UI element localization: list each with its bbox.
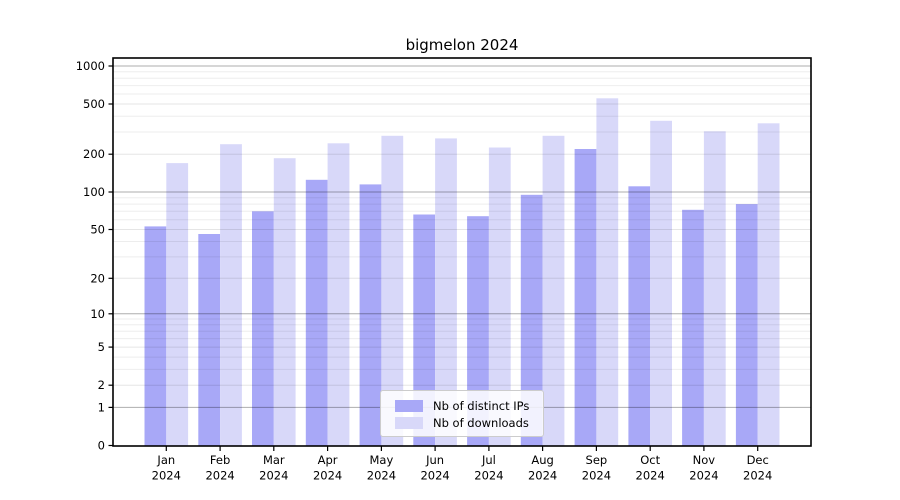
bar-distinct-ips bbox=[735, 204, 758, 446]
plot-border bbox=[112, 57, 812, 447]
x-tick-label-month: Jul bbox=[481, 453, 496, 467]
x-tick-label-month: Oct bbox=[640, 453, 660, 467]
y-tick-label: 5 bbox=[98, 340, 105, 354]
x-tick-label-year: 2024 bbox=[259, 469, 288, 483]
bar-distinct-ips bbox=[413, 214, 436, 446]
x-tick-label-year: 2024 bbox=[474, 469, 503, 483]
x-tick-label-year: 2024 bbox=[313, 469, 342, 483]
legend-label-downloads: Nb of downloads bbox=[433, 415, 529, 430]
bar-downloads bbox=[488, 147, 511, 446]
y-tick-label: 2 bbox=[98, 378, 105, 392]
y-tick-label: 1 bbox=[98, 400, 105, 414]
x-tick-label-year: 2024 bbox=[582, 469, 611, 483]
legend-row-downloads: Nb of downloads bbox=[395, 414, 543, 431]
x-tick-label-year: 2024 bbox=[205, 469, 234, 483]
bar-downloads bbox=[220, 144, 242, 446]
x-tick-label-year: 2024 bbox=[152, 469, 181, 483]
x-tick-label-month: Dec bbox=[747, 453, 769, 467]
bar-distinct-ips bbox=[144, 226, 167, 446]
legend: Nb of distinct IPs Nb of downloads bbox=[380, 390, 544, 437]
bar-downloads bbox=[596, 98, 619, 446]
y-tick-label: 0 bbox=[98, 439, 105, 453]
bar-downloads bbox=[381, 135, 404, 446]
bar-distinct-ips bbox=[628, 186, 651, 446]
x-tick-label-year: 2024 bbox=[420, 469, 449, 483]
bar-downloads bbox=[757, 123, 780, 446]
chart-title: bigmelon 2024 bbox=[405, 36, 519, 54]
x-tick-label-month: Jan bbox=[156, 453, 175, 467]
x-tick-label-month: Mar bbox=[263, 453, 285, 467]
y-tick-label: 500 bbox=[83, 97, 105, 111]
x-tick-label-year: 2024 bbox=[689, 469, 718, 483]
x-tick-label-year: 2024 bbox=[636, 469, 665, 483]
bar-distinct-ips bbox=[198, 234, 221, 446]
x-tick-label-month: May bbox=[370, 453, 394, 467]
y-tick-label: 200 bbox=[83, 147, 105, 161]
y-tick-label: 20 bbox=[90, 271, 105, 285]
x-tick-label-month: Apr bbox=[318, 453, 338, 467]
legend-swatch-distinct-ips bbox=[395, 399, 423, 412]
bar-downloads bbox=[166, 163, 189, 446]
bar-downloads bbox=[327, 143, 350, 446]
bar-downloads bbox=[273, 158, 296, 446]
bar-downloads bbox=[703, 131, 726, 446]
bar-distinct-ips bbox=[467, 216, 489, 446]
legend-row-distinct-ips: Nb of distinct IPs bbox=[395, 397, 543, 414]
y-tick-label: 100 bbox=[83, 185, 105, 199]
x-tick-label-month: Sep bbox=[586, 453, 608, 467]
legend-label-distinct-ips: Nb of distinct IPs bbox=[433, 398, 530, 413]
bar-distinct-ips bbox=[252, 211, 274, 446]
legend-swatch-downloads bbox=[395, 416, 423, 429]
x-tick-label-month: Aug bbox=[531, 453, 553, 467]
bar-distinct-ips bbox=[359, 184, 382, 446]
x-tick-label-month: Nov bbox=[693, 453, 716, 467]
y-tick-label: 10 bbox=[90, 307, 105, 321]
x-tick-label-month: Feb bbox=[210, 453, 230, 467]
bar-downloads bbox=[435, 138, 457, 446]
bar-distinct-ips bbox=[574, 149, 597, 446]
bar-downloads bbox=[650, 120, 672, 446]
x-tick-label-year: 2024 bbox=[367, 469, 396, 483]
x-tick-label-year: 2024 bbox=[528, 469, 557, 483]
bar-distinct-ips bbox=[305, 179, 328, 446]
y-tick-label: 50 bbox=[90, 223, 105, 237]
bar-distinct-ips bbox=[682, 209, 704, 446]
bar-downloads bbox=[542, 135, 565, 446]
x-tick-label-year: 2024 bbox=[743, 469, 772, 483]
y-tick-label: 1000 bbox=[76, 59, 105, 73]
x-tick-label-month: Jun bbox=[425, 453, 444, 467]
bar-distinct-ips bbox=[520, 194, 543, 446]
